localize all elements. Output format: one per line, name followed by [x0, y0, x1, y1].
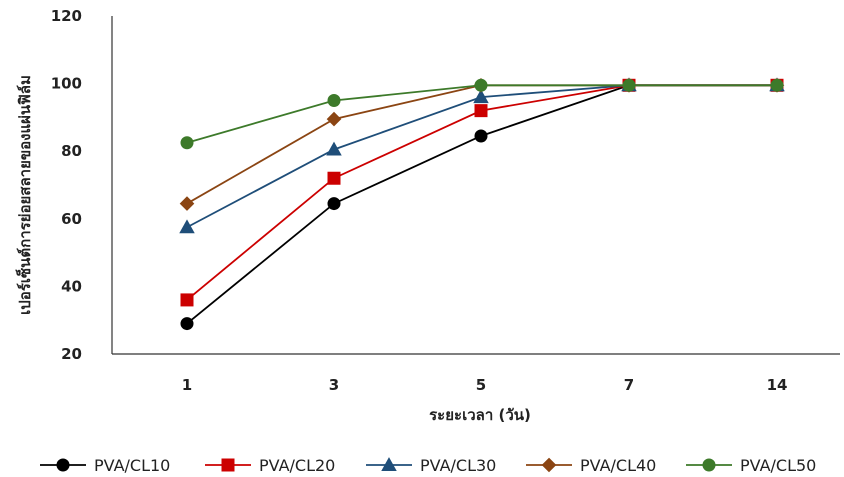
legend: PVA/CL10 PVA/CL20 PVA/CL30 PVA/CL40 PVA/CL50 — [40, 456, 816, 475]
data-point — [180, 136, 194, 150]
legend-marker — [221, 458, 235, 472]
legend-item: PVA/CL20 — [205, 456, 335, 475]
y-axis-title: เปอร์เซ็นต์การย่อยสลายของแผ่นฟิล์ม — [15, 75, 34, 315]
data-point — [180, 317, 194, 331]
x-tick-label: 14 — [767, 376, 788, 394]
data-point — [473, 89, 489, 104]
data-point — [179, 196, 195, 211]
y-tick-label: 80 — [61, 142, 82, 160]
data-point — [474, 129, 488, 143]
legend-item: PVA/CL50 — [686, 456, 816, 475]
series-pva-cl20 — [180, 78, 784, 307]
x-tick-label: 1 — [182, 376, 192, 394]
legend-marker — [56, 458, 70, 472]
y-tick-label: 60 — [61, 210, 82, 228]
y-tick-label: 100 — [51, 75, 82, 93]
data-point — [474, 78, 488, 92]
data-point — [179, 219, 195, 234]
data-point — [770, 78, 784, 92]
legend-marker — [541, 457, 557, 473]
legend-item: PVA/CL10 — [40, 456, 170, 475]
legend-label: PVA/CL10 — [94, 456, 170, 475]
x-tick-label: 3 — [329, 376, 339, 394]
data-point — [326, 111, 342, 127]
legend-item: PVA/CL40 — [526, 456, 656, 475]
legend-marker — [381, 457, 397, 472]
series-pva-cl50 — [180, 78, 784, 150]
series-line — [186, 84, 777, 325]
legend-label: PVA/CL20 — [259, 456, 335, 475]
data-point — [327, 197, 341, 211]
x-tick-label: 7 — [624, 376, 634, 394]
data-point — [622, 78, 636, 92]
y-tick-label: 120 — [51, 7, 82, 25]
y-tick-label: 20 — [61, 345, 82, 363]
data-point — [327, 94, 341, 107]
x-axis-title: ระยะเวลา (วัน) — [429, 406, 531, 424]
data-point — [180, 293, 194, 307]
data-point — [326, 141, 342, 156]
y-tick-label: 40 — [61, 277, 82, 295]
data-point — [474, 104, 488, 118]
legend-label: PVA/CL40 — [580, 456, 656, 475]
legend-marker — [702, 458, 716, 472]
legend-label: PVA/CL30 — [420, 456, 496, 475]
legend-label: PVA/CL50 — [740, 456, 816, 475]
x-tick-label: 5 — [476, 376, 486, 394]
data-point — [327, 171, 341, 185]
legend-item: PVA/CL30 — [366, 456, 496, 475]
